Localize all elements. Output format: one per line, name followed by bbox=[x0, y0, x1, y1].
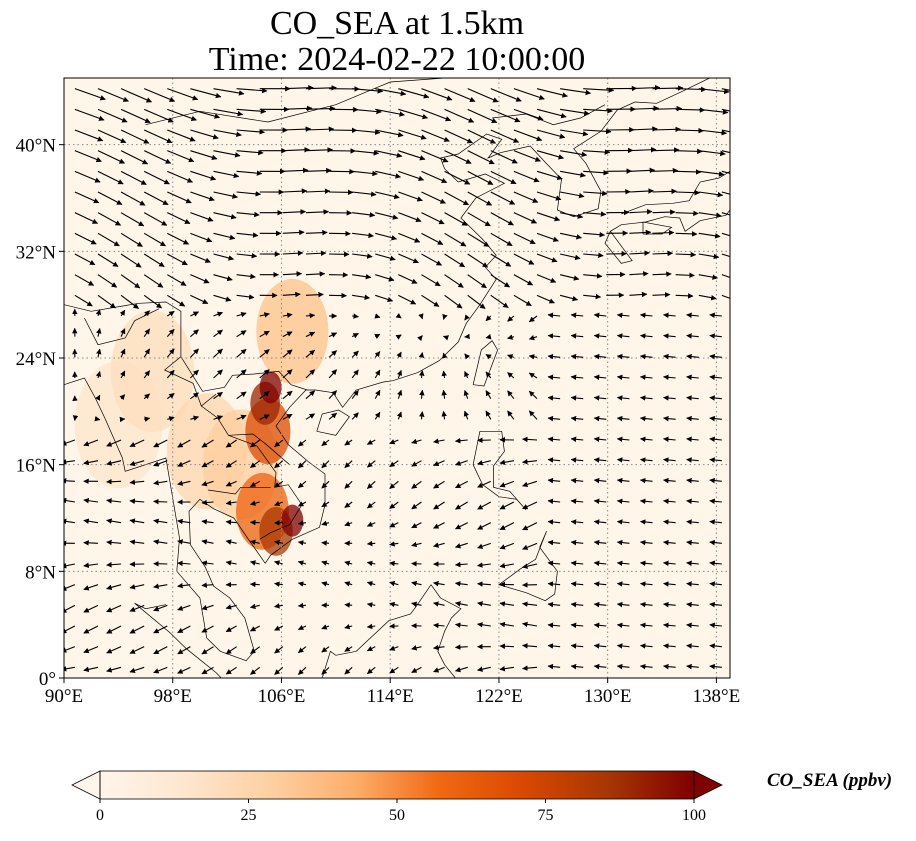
wind-arrow bbox=[676, 171, 701, 172]
lat-tick-label: 32°N bbox=[16, 242, 57, 263]
wind-arrow bbox=[367, 543, 375, 544]
wind-arrow bbox=[653, 150, 679, 151]
lat-tick-label: 40°N bbox=[16, 136, 57, 157]
colorbar: 0 25 50 75 100 bbox=[72, 771, 722, 824]
colorbar-gradient bbox=[100, 771, 694, 799]
wind-arrow bbox=[352, 316, 358, 317]
lon-tick-label: 122°E bbox=[475, 686, 523, 707]
wind-arrow bbox=[653, 212, 676, 213]
wind-arrow bbox=[154, 501, 168, 502]
lon-tick-label: 98°E bbox=[154, 686, 192, 707]
lon-tick-label: 106°E bbox=[258, 686, 306, 707]
coastline-segment bbox=[624, 683, 676, 704]
wind-arrow bbox=[676, 233, 697, 234]
colorbar-tick-label: 0 bbox=[96, 807, 104, 824]
lon-tick-label: 130°E bbox=[584, 686, 632, 707]
colorbar-extend-min bbox=[72, 771, 100, 799]
wind-arrow bbox=[676, 295, 693, 296]
wind-arrow bbox=[500, 646, 514, 647]
wind-arrow bbox=[421, 336, 422, 337]
wind-arrow bbox=[298, 605, 306, 606]
wind-arrow bbox=[456, 647, 468, 648]
lat-tick-label: 0° bbox=[39, 669, 56, 690]
wind-arrow bbox=[412, 564, 422, 565]
colorbar-label: CO_SEA (ppbv) bbox=[767, 770, 892, 792]
wind-arrow bbox=[251, 584, 260, 585]
lat-tick-label: 16°N bbox=[16, 456, 57, 477]
wind-arrow bbox=[653, 274, 672, 275]
lon-tick-label: 114°E bbox=[367, 686, 414, 707]
wind-arrow bbox=[107, 481, 121, 482]
colorbar-tick-label: 100 bbox=[682, 807, 706, 824]
colorbar-tick-label: 75 bbox=[538, 807, 554, 824]
lat-tick-label: 24°N bbox=[16, 349, 57, 370]
wind-arrow bbox=[322, 543, 329, 544]
wind-arrow bbox=[84, 543, 98, 544]
colorbar-tick-label: 50 bbox=[389, 807, 405, 824]
plot-area bbox=[37, 78, 753, 705]
lat-tick-label: 8°N bbox=[25, 562, 56, 583]
colorbar-extend-max bbox=[694, 771, 722, 799]
colorbar-tick-label: 25 bbox=[241, 807, 257, 824]
plume-hotspot-9 bbox=[260, 371, 282, 403]
lon-tick-label: 138°E bbox=[693, 686, 741, 707]
